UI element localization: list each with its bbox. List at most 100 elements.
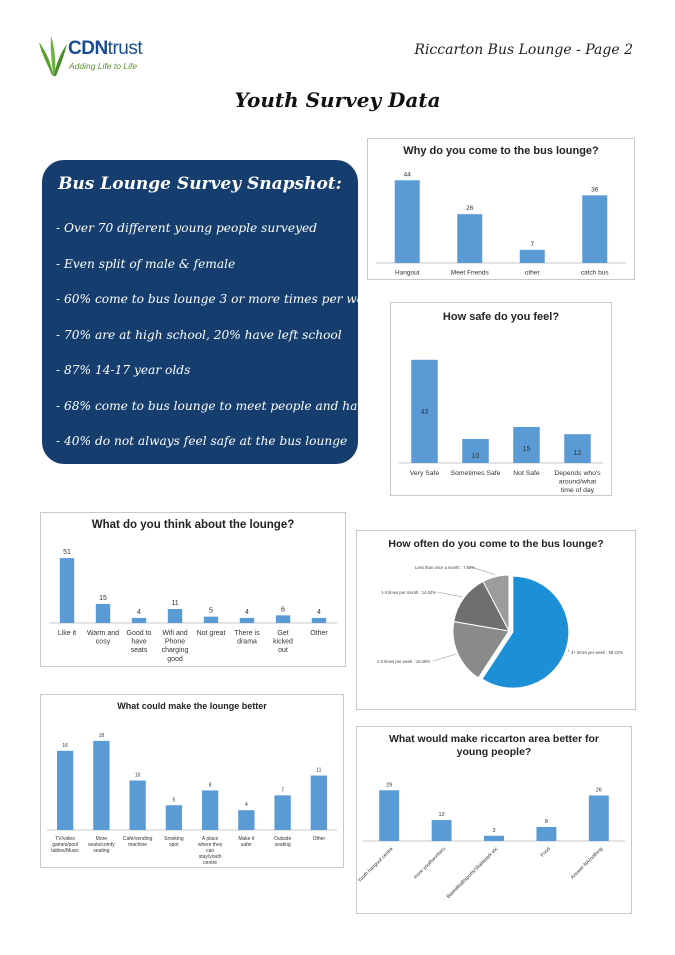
data-label: 51 (63, 549, 71, 556)
data-label: 11 (316, 768, 321, 774)
bar (203, 616, 219, 623)
tick-label: Meet Friends (451, 270, 490, 277)
tick-label: seating (275, 842, 291, 848)
tick-label: Get (277, 630, 288, 637)
bar (167, 609, 183, 623)
tick-label: Café/vending (123, 836, 153, 842)
tick-label: machine (128, 842, 147, 848)
data-label: 7 (530, 241, 534, 248)
tick-label: Food (540, 846, 552, 858)
bar (457, 214, 483, 263)
tick-label: Very Safe (410, 470, 440, 477)
data-label: 5 (172, 797, 175, 803)
bar (239, 617, 255, 623)
leader-line (470, 566, 496, 575)
snapshot-item: - Over 70 different young people surveye… (56, 221, 318, 235)
tick-label: Good to (127, 630, 152, 637)
data-label: 4 (137, 609, 141, 616)
chart-title: How often do you come to the bus lounge? (388, 538, 604, 550)
how-often-chart: How often do you come to the bus lounge?… (356, 530, 636, 710)
tick-label: Not great (197, 630, 226, 637)
tick-label: games/pool (52, 842, 78, 848)
pie-slice (453, 580, 510, 632)
tick-label: where they (198, 842, 223, 848)
tick-label: Youth hangout centre (357, 846, 395, 884)
riccarton-area-bar-chart: 29 Youth hangout centre 12 more youthworker… (357, 782, 625, 900)
snapshot-item: - 60% come to bus lounge 3 or more times… (56, 292, 379, 306)
think-lounge-chart: What do you think about the lounge? 51 Li… (40, 512, 346, 667)
bar (201, 790, 219, 830)
data-label: 43 (421, 409, 429, 416)
tick-label: have (131, 639, 146, 646)
tick-label: Not Safe (513, 470, 540, 477)
bar (582, 195, 608, 263)
tick-label: time of day (561, 487, 595, 494)
snapshot-item: - 70% are at high school, 20% have left … (56, 327, 342, 342)
tick-label: Outside (274, 836, 291, 842)
bar (431, 820, 452, 841)
snapshot-title: Bus Lounge Survey Snapshot: (58, 174, 342, 194)
survey-snapshot-panel: Bus Lounge Survey Snapshot: - Over 70 di… (42, 160, 394, 464)
data-label: 15 (523, 446, 531, 453)
page-title: Youth Survey Data (234, 88, 441, 112)
slice-label: 3+ times per week : 59.22% (571, 650, 623, 655)
bar (93, 740, 110, 830)
tick-label: around/what (559, 478, 597, 485)
tick-label: other (525, 270, 541, 277)
tick-label: A place (202, 836, 219, 842)
data-label: 26 (466, 205, 474, 212)
bar (95, 603, 111, 623)
tick-label: Wifi and (162, 630, 187, 637)
data-label: 36 (591, 186, 599, 193)
slice-label: 1-2 times per week : 18.48% (377, 659, 430, 664)
leader-line (432, 653, 456, 662)
tick-label: catch bus (581, 270, 610, 277)
tick-label: Depends who's (554, 470, 601, 477)
chart-title: How safe do you feel? (442, 311, 560, 323)
tick-label: more youthworkers (413, 846, 448, 881)
bar (536, 827, 557, 841)
bar (59, 558, 75, 623)
tick-label: safer (241, 842, 252, 848)
tick-label: More (96, 836, 108, 842)
tick-label: seats (131, 647, 148, 654)
snapshot-item: - 40% do not always feel safe at the bus… (56, 434, 348, 448)
data-label: 15 (99, 595, 107, 602)
data-label: 6 (281, 606, 285, 613)
data-label: 44 (404, 171, 412, 178)
tick-label: drama (237, 639, 257, 646)
tick-label: Warm and (87, 630, 119, 637)
tick-label: Make it (238, 836, 255, 842)
data-label: 26 (596, 788, 602, 794)
bar (311, 617, 327, 623)
pie-slice (452, 620, 510, 679)
data-label: 4 (245, 802, 248, 808)
tick-label: good (167, 656, 183, 663)
think-lounge-bar-chart: 51 Like it 15 Warm and cosy 4 Good to haveseats… (49, 549, 337, 663)
tick-label: can (206, 848, 214, 854)
slice-label: 1-3 times per month : 14.62% (381, 590, 436, 595)
lounge-better-bar-chart: 16TV/videogames/pooltables/Music18Morese… (47, 733, 337, 866)
tick-label: Basketball/sports/Skatepark etc (446, 846, 500, 900)
tick-label: seats/comfy (88, 842, 115, 848)
bar (519, 249, 545, 263)
bar (379, 790, 400, 841)
tick-label: Answer NA/nothing (570, 846, 605, 881)
riccarton-area-chart: What would make riccarton area better fo… (356, 726, 632, 914)
data-label: 5 (209, 608, 213, 615)
how-safe-chart: How safe do you feel? 43 Very Safe 10 Somet… (390, 302, 612, 496)
tick-label: Sometimes Safe (451, 470, 501, 477)
leader-line (436, 591, 463, 598)
bar (394, 180, 420, 263)
chart-title: What would make riccarton area better fo… (388, 733, 600, 758)
leader-line (568, 648, 570, 653)
bar (165, 805, 183, 830)
tick-label: kicked (273, 639, 293, 646)
data-label: 8 (545, 819, 548, 825)
logo-tagline: Adding Life to Life (69, 61, 138, 71)
leaf-logo-icon (39, 36, 67, 76)
tick-label: Like it (58, 630, 76, 637)
bar (275, 615, 291, 623)
chart-title: What do you think about the lounge? (91, 519, 295, 531)
snapshot-item: - 68% come to bus lounge to meet people … (56, 398, 394, 413)
